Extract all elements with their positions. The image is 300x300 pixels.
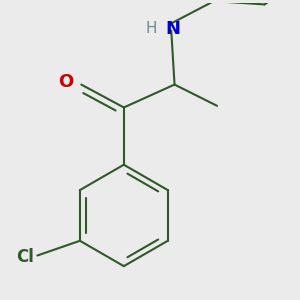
Text: H: H xyxy=(145,22,157,37)
Text: N: N xyxy=(165,20,180,38)
Text: O: O xyxy=(58,73,73,91)
Text: Cl: Cl xyxy=(16,248,34,266)
